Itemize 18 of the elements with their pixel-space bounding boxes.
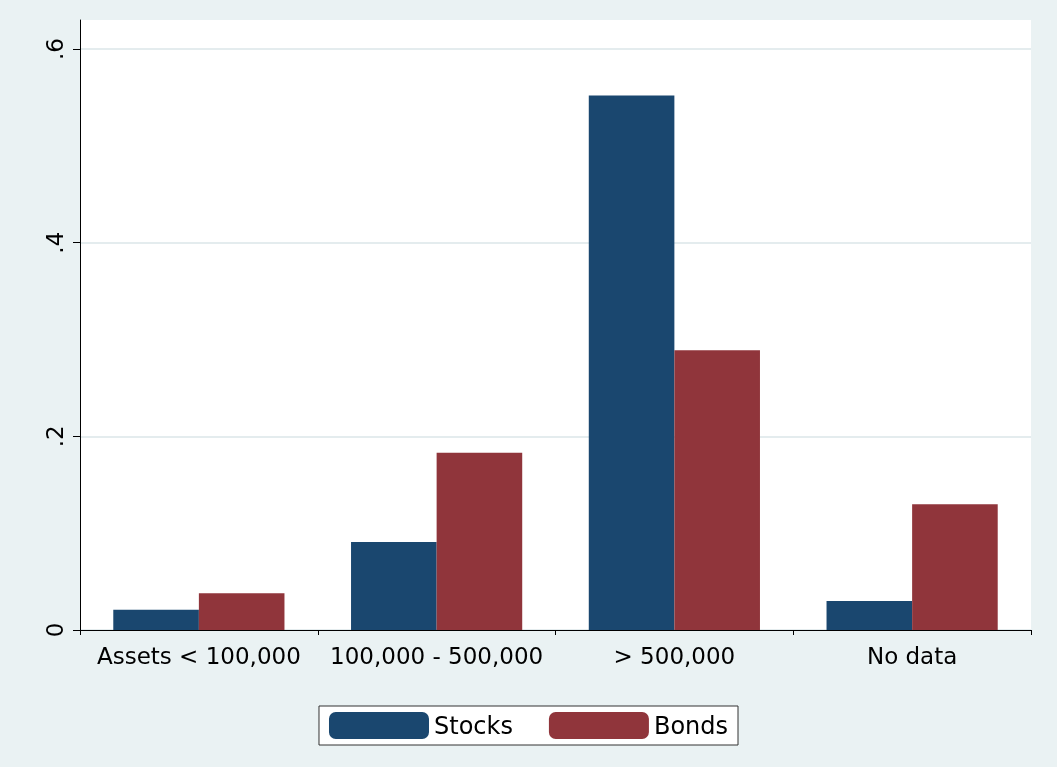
y-tick-label: .2 bbox=[41, 425, 68, 448]
bar bbox=[198, 593, 285, 630]
legend-label: Bonds bbox=[653, 711, 729, 740]
y-tick-label: 0 bbox=[41, 622, 68, 638]
bar bbox=[351, 541, 437, 630]
bar bbox=[588, 95, 675, 630]
x-tick-label: No data bbox=[866, 642, 958, 669]
bar bbox=[826, 600, 913, 630]
bar bbox=[912, 504, 998, 630]
bar bbox=[436, 452, 523, 630]
legend-label: Stocks bbox=[433, 711, 513, 740]
bar bbox=[113, 609, 199, 630]
y-tick-label: .6 bbox=[41, 38, 68, 61]
x-tick-label: 100,000 - 500,000 bbox=[330, 642, 544, 669]
x-tick-label: Assets < 100,000 bbox=[96, 642, 301, 669]
x-tick-label: > 500,000 bbox=[613, 642, 736, 669]
y-tick-label: .4 bbox=[41, 231, 68, 254]
bar bbox=[674, 350, 760, 630]
